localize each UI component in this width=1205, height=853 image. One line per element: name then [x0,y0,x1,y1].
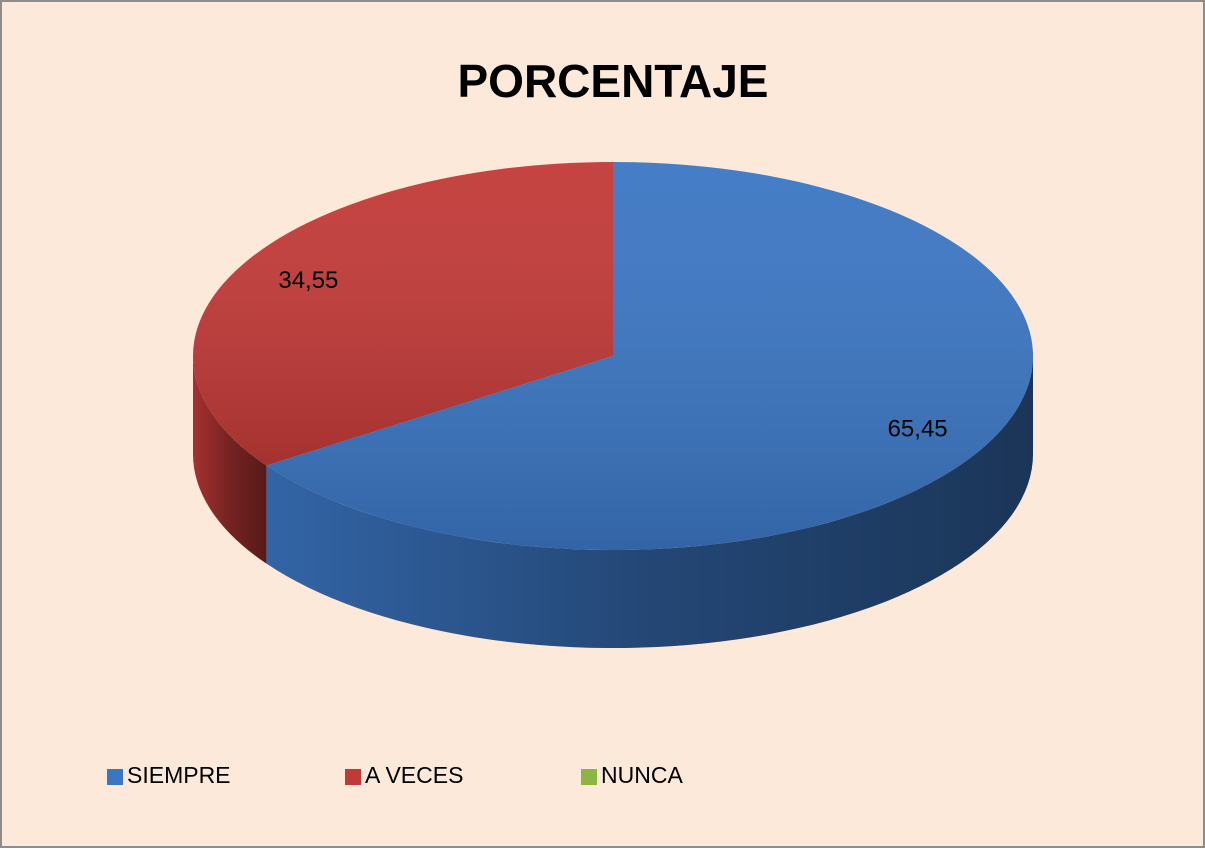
slice-shade [193,162,613,466]
legend-swatch [345,769,361,785]
legend-label: NUNCA [601,762,683,788]
legend-swatch [581,769,597,785]
data-label: 34,55 [278,267,338,294]
data-label: 65,45 [888,416,948,443]
slice-shade [266,162,1034,550]
slice-side-shade [193,356,267,564]
slice-side-shade [266,356,1034,649]
chart-title: PORCENTAJE [458,55,769,107]
legend-label: A VECES [365,762,463,788]
legend-label: SIEMPRE [127,762,231,788]
legend-swatch [107,769,123,785]
